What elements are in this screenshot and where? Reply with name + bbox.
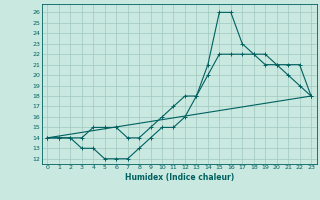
X-axis label: Humidex (Indice chaleur): Humidex (Indice chaleur) <box>124 173 234 182</box>
